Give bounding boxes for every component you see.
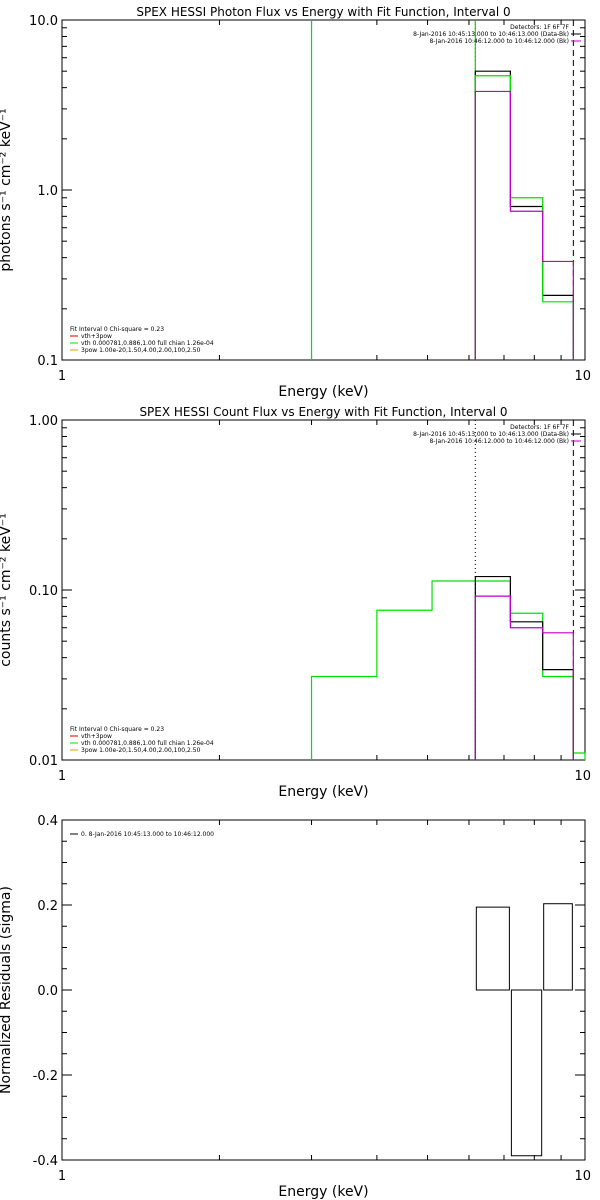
y-tick-label: 0.1: [37, 354, 58, 369]
legend-left-text: vth 0.000781,0.886,1.00 full chian 1.26e…: [81, 340, 214, 347]
x-tick-label: 10: [574, 369, 591, 384]
y-axis-label: counts s⁻¹ cm⁻² keV⁻¹: [0, 513, 14, 667]
chart-title: SPEX HESSI Photon Flux vs Energy with Fi…: [136, 5, 510, 19]
legend-left-text: 3pow 1.00e-20,1.50,4.00,2.00,100,2.50: [81, 747, 201, 754]
x-tick-label: 1: [58, 1169, 66, 1184]
residual-bar: [475, 906, 510, 991]
x-axis-label: Energy (keV): [278, 784, 368, 800]
y-tick-label: -0.4: [33, 1154, 58, 1169]
legend-left-text: Fit Interval 0 Chi-square = 0.23: [70, 326, 164, 333]
legend-right-text: Detectors: 1F 6F 7F: [510, 24, 569, 31]
x-tick-label: 10: [574, 769, 591, 784]
legend-left-text: vth+3pow: [81, 333, 112, 340]
legend-right-text: 8-Jan-2016 10:45:13.000 to 10:46:13.000 …: [413, 31, 569, 38]
y-tick-label: 10.0: [29, 14, 58, 29]
x-axis-label: Energy (keV): [278, 384, 368, 400]
legend-right-text: 8-Jan-2016 10:46:12.000 to 10:46:12.000 …: [429, 438, 569, 445]
series-data-steps: [474, 70, 574, 360]
y-axis-label: photons s⁻¹ cm⁻² keV⁻¹: [0, 108, 14, 271]
chart-title: SPEX HESSI Count Flux vs Energy with Fit…: [139, 405, 507, 419]
y-tick-label: 0.2: [37, 899, 58, 914]
y-tick-label: 0.01: [29, 754, 58, 769]
series-fit-steps: [474, 75, 574, 360]
legend-right-text: 8-Jan-2016 10:45:13.000 to 10:46:13.000 …: [413, 431, 569, 438]
x-axis-label: Energy (keV): [278, 1184, 368, 1200]
series-fit-steps: [310, 580, 586, 760]
y-tick-label: 0.4: [37, 814, 58, 829]
y-tick-label: -0.2: [33, 1069, 58, 1084]
residual-bar: [543, 903, 573, 991]
chart-panel-1: 0.01 0.10 1.00 1 10 SPEX HESSI Count Flux vs …: [0, 405, 591, 800]
legend-right-text: Detectors: 1F 6F 7F: [510, 424, 569, 431]
y-tick-label: 1.0: [37, 184, 58, 199]
x-tick-label: 1: [58, 369, 66, 384]
y-tick-label: 1.00: [29, 414, 58, 429]
legend-right-text: 8-Jan-2016 10:46:12.000 to 10:46:12.000 …: [429, 38, 569, 45]
legend-left-text: vth+3pow: [81, 733, 112, 740]
x-tick-label: 1: [58, 769, 66, 784]
legend-left-text: vth 0.000781,0.886,1.00 full chian 1.26e…: [81, 740, 214, 747]
y-tick-label: 0.0: [37, 984, 58, 999]
legend-left-text: Fit Interval 0 Chi-square = 0.23: [70, 726, 164, 733]
y-axis-label: Normalized Residuals (sigma): [0, 886, 14, 1094]
x-tick-label: 10: [574, 1169, 591, 1184]
y-tick-label: 0.10: [29, 584, 58, 599]
series-data-steps: [474, 575, 574, 760]
chart-panel-0: 0.1 1.0 10.0 1 10 SPEX HESSI Photon Flux vs E…: [0, 5, 591, 400]
series-background-steps: [474, 90, 574, 360]
series-background-steps: [474, 595, 574, 760]
legend-left-text: 0. 8-Jan-2016 10:45:13.000 to 10:46:12.0…: [81, 831, 214, 838]
residual-bar: [510, 989, 543, 1157]
plot-frame: [61, 419, 586, 761]
chart-panel-2: -0.4 -0.2 0.0 0.2 0.4 1 10 Energy (keV) Normaliz…: [0, 814, 591, 1200]
legend-left-text: 3pow 1.00e-20,1.50,4.00,2.00,100,2.50: [81, 347, 201, 354]
